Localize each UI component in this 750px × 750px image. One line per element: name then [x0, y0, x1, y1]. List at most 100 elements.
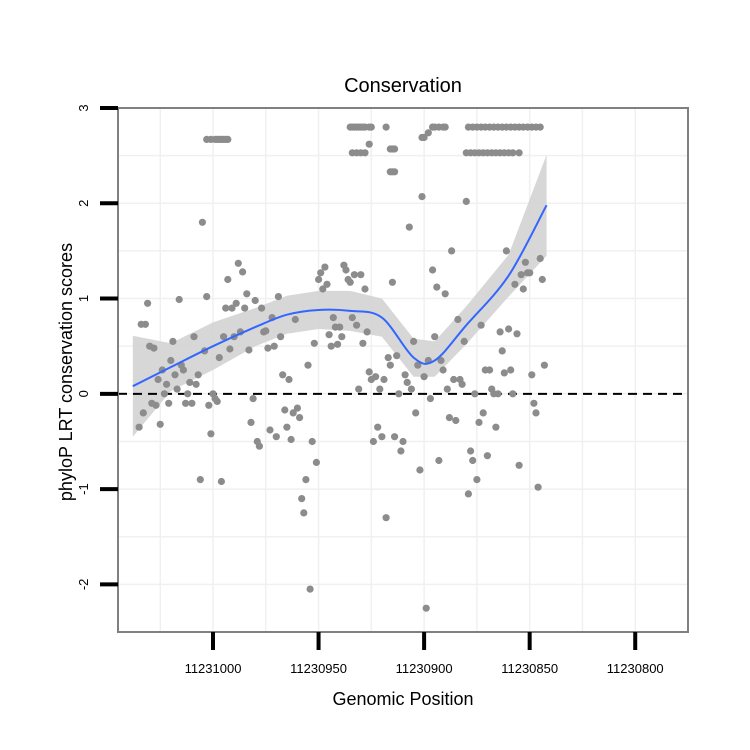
data-point: [403, 378, 411, 386]
data-point: [342, 266, 350, 274]
data-point: [437, 356, 445, 365]
data-point: [422, 604, 430, 612]
smooth-line-layer: [132, 204, 548, 388]
data-point: [169, 337, 177, 345]
data-point: [135, 423, 143, 431]
data-point: [391, 145, 399, 153]
data-point: [141, 320, 149, 328]
data-point: [536, 123, 544, 131]
panel-border: [117, 107, 689, 633]
data-point: [471, 390, 479, 398]
data-point: [228, 304, 236, 312]
data-point: [441, 123, 449, 131]
data-point: [325, 331, 333, 339]
plot-area: [117, 107, 689, 633]
data-point: [334, 340, 342, 348]
confidence-band-layer: [132, 154, 547, 437]
data-point: [369, 437, 377, 446]
data-point: [179, 366, 187, 374]
data-point: [224, 135, 232, 143]
data-point: [156, 420, 164, 428]
data-point: [401, 371, 409, 379]
x-tick-label: 11231000: [185, 661, 242, 676]
data-point: [420, 133, 428, 142]
data-point: [285, 375, 293, 384]
data-point: [359, 339, 367, 347]
y-axis-title: phyloP LRT conservation scores: [56, 243, 76, 501]
data-point: [384, 354, 392, 362]
data-point: [477, 321, 485, 329]
data-point: [475, 418, 483, 426]
data-point: [182, 399, 190, 407]
data-point: [492, 423, 500, 431]
data-point: [391, 168, 399, 176]
data-point: [405, 223, 413, 231]
data-point: [530, 399, 538, 407]
data-point: [515, 149, 523, 157]
data-point: [443, 385, 451, 393]
data-point: [270, 342, 278, 350]
data-point: [365, 368, 373, 376]
data-point: [304, 361, 312, 369]
data-point: [207, 430, 215, 438]
data-point: [513, 330, 521, 338]
data-point: [239, 268, 247, 276]
data-point: [374, 423, 382, 431]
x-tick-label: 11230900: [396, 661, 453, 676]
data-point: [536, 254, 544, 263]
data-point: [376, 385, 384, 393]
data-point: [367, 123, 375, 131]
data-point: [321, 263, 329, 271]
data-point: [361, 285, 369, 293]
data-point: [410, 337, 418, 345]
data-point: [154, 375, 162, 384]
data-point: [163, 380, 171, 388]
data-point: [361, 149, 369, 157]
data-point: [498, 347, 506, 355]
data-point: [424, 129, 432, 137]
data-point: [486, 366, 494, 374]
y-axis: -2 -1 0 1 2 3: [76, 104, 118, 590]
data-point: [198, 218, 206, 226]
data-point: [388, 278, 396, 286]
data-point: [395, 390, 403, 398]
y-tick-label: 1: [76, 295, 91, 302]
data-point: [458, 380, 466, 388]
data-point: [515, 461, 523, 469]
data-point: [319, 285, 327, 293]
data-point: [433, 283, 441, 291]
data-point: [338, 333, 346, 341]
data-point: [483, 452, 491, 460]
data-point: [302, 476, 310, 484]
data-point: [171, 371, 179, 379]
x-tick-label: 11230950: [290, 661, 347, 676]
data-point: [445, 414, 453, 422]
data-point: [357, 271, 365, 279]
data-point: [450, 375, 458, 384]
data-point: [467, 447, 475, 455]
data-point: [517, 271, 525, 279]
data-point: [473, 476, 481, 484]
data-point: [281, 406, 289, 414]
data-point: [429, 266, 437, 274]
x-axis-title: Genomic Position: [332, 689, 473, 709]
y-tick-label: 3: [76, 104, 91, 111]
y-tick-label: 2: [76, 200, 91, 207]
x-tick-label: 11230800: [607, 661, 664, 676]
data-point: [540, 361, 549, 369]
data-point: [323, 280, 331, 288]
data-point: [336, 323, 344, 331]
data-point: [139, 409, 147, 417]
data-point: [382, 514, 390, 522]
data-point: [150, 344, 158, 352]
data-point: [234, 259, 242, 267]
data-point: [251, 296, 259, 305]
data-point: [412, 409, 420, 417]
data-point: [298, 495, 306, 503]
y-tick-label: -1: [76, 483, 91, 495]
data-point: [418, 193, 426, 201]
y-tick-label: -2: [76, 579, 91, 591]
data-point: [245, 346, 253, 354]
data-point: [175, 295, 183, 304]
